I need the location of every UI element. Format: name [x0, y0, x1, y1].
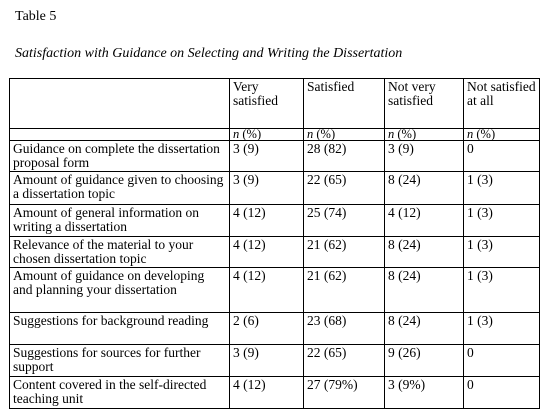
- unit-header: [9, 128, 230, 141]
- table-cell: 1 (3): [463, 267, 540, 313]
- table-cell: 21 (62): [303, 267, 385, 313]
- table: Very satisfied Satisfied Not very satisfie…: [9, 78, 540, 409]
- table-row: Content covered in the self-directed tea…: [9, 376, 540, 409]
- row-label: Guidance on complete the dissertation pr…: [9, 140, 230, 172]
- row-label: Amount of guidance given to choosing a d…: [9, 171, 230, 205]
- table-cell: 9 (26): [384, 344, 464, 377]
- table-cell: 3 (9): [384, 140, 464, 172]
- row-label: Amount of guidance on developing and pla…: [9, 267, 230, 313]
- table-cell: 2 (6): [229, 312, 304, 345]
- table-title: Table 5: [15, 9, 57, 24]
- column-header: Satisfied: [303, 78, 385, 129]
- table-row: Relevance of the material to your chosen…: [9, 236, 540, 268]
- table-cell: 3 (9): [229, 171, 304, 205]
- unit-header: n (%): [384, 128, 464, 141]
- table-cell: 4 (12): [229, 376, 304, 409]
- table-cell: 0: [463, 344, 540, 377]
- table-cell: 0: [463, 140, 540, 172]
- table-row: Guidance on complete the dissertation pr…: [9, 140, 540, 172]
- table-cell: 8 (24): [384, 171, 464, 205]
- table-cell: 27 (79%): [303, 376, 385, 409]
- row-label: Relevance of the material to your chosen…: [9, 236, 230, 268]
- table-row: Very satisfied Satisfied Not very satisfie…: [9, 78, 540, 129]
- table-cell: 1 (3): [463, 171, 540, 205]
- table-row: n (%) n (%) n (%) n (%): [9, 128, 540, 141]
- table-cell: 1 (3): [463, 312, 540, 345]
- row-label: Suggestions for sources for further supp…: [9, 344, 230, 377]
- column-header: Not satisfied at all: [463, 78, 540, 129]
- table-cell: 4 (12): [384, 204, 464, 237]
- table-row: Suggestions for background reading 2 (6) 2…: [9, 312, 540, 345]
- table-row: Amount of guidance on developing and pla…: [9, 267, 540, 313]
- table-cell: 4 (12): [229, 267, 304, 313]
- table-cell: 1 (3): [463, 236, 540, 268]
- table-cell: 4 (12): [229, 236, 304, 268]
- table-cell: 0: [463, 376, 540, 409]
- table-row: Suggestions for sources for further supp…: [9, 344, 540, 377]
- table-cell: 22 (65): [303, 344, 385, 377]
- table-cell: 25 (74): [303, 204, 385, 237]
- table-row: Amount of guidance given to choosing a d…: [9, 171, 540, 205]
- table-caption: Satisfaction with Guidance on Selecting …: [15, 46, 403, 61]
- table-cell: 3 (9): [229, 344, 304, 377]
- table-cell: 1 (3): [463, 204, 540, 237]
- column-header: Very satisfied: [229, 78, 304, 129]
- unit-header: n (%): [229, 128, 304, 141]
- table-cell: 21 (62): [303, 236, 385, 268]
- table-cell: 8 (24): [384, 312, 464, 345]
- unit-header: n (%): [463, 128, 540, 141]
- table-cell: 3 (9%): [384, 376, 464, 409]
- row-label: Content covered in the self-directed tea…: [9, 376, 230, 409]
- table-cell: 3 (9): [229, 140, 304, 172]
- table-cell: 8 (24): [384, 236, 464, 268]
- table-cell: 28 (82): [303, 140, 385, 172]
- unit-header: n (%): [303, 128, 385, 141]
- column-header: [9, 78, 230, 129]
- row-label: Amount of general information on writing…: [9, 204, 230, 237]
- column-header: Not very satisfied: [384, 78, 464, 129]
- table-cell: 8 (24): [384, 267, 464, 313]
- table-cell: 22 (65): [303, 171, 385, 205]
- table-cell: 23 (68): [303, 312, 385, 345]
- table-cell: 4 (12): [229, 204, 304, 237]
- table-row: Amount of general information on writing…: [9, 204, 540, 237]
- row-label: Suggestions for background reading: [9, 312, 230, 345]
